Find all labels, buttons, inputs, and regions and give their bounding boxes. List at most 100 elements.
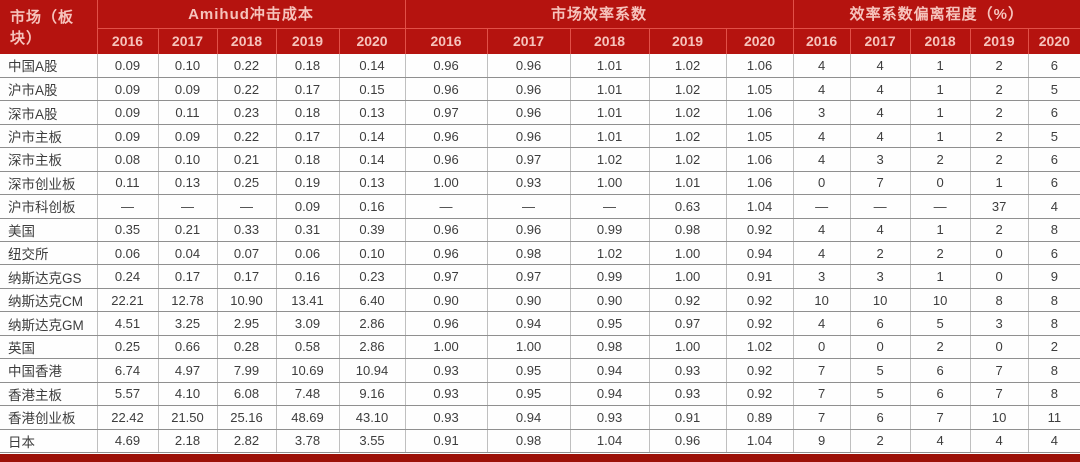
- efficiency-value-cell: 0.63: [648, 194, 727, 219]
- deviation-value-cell: 4: [1027, 194, 1080, 219]
- amihud-value-cell: 0.33: [216, 218, 276, 243]
- efficiency-value-cell: 0.93: [648, 358, 727, 383]
- efficiency-value-cell: 0.96: [404, 241, 488, 266]
- efficiency-value-cell: —: [404, 194, 488, 219]
- table-row: 香港创业板 22.42 21.50 25.16 48.69 43.10 0.93 0.94 0.…: [0, 405, 1080, 430]
- amihud-value-cell: 4.51: [96, 311, 158, 336]
- table-row: 沪市科创板 — — —0.09 0.16— — —0.63 1.04— — —37 4: [0, 194, 1080, 219]
- deviation-value-cell: 1: [909, 77, 971, 102]
- efficiency-value-cell: 1.02: [648, 147, 727, 172]
- deviation-value-cell: 2: [969, 100, 1029, 125]
- year-header-amihud-2017: 2017: [157, 27, 217, 54]
- amihud-value-cell: —: [216, 194, 276, 219]
- efficiency-value-cell: 0.90: [569, 288, 650, 313]
- efficiency-value-cell: 0.90: [404, 288, 488, 313]
- efficiency-value-cell: 0.91: [404, 429, 488, 453]
- efficiency-value-cell: 0.96: [648, 429, 727, 453]
- efficiency-value-cell: 0.96: [486, 54, 571, 78]
- efficiency-value-cell: —: [486, 194, 571, 219]
- efficiency-value-cell: 0.96: [486, 124, 571, 149]
- amihud-value-cell: 0.09: [96, 100, 158, 125]
- efficiency-value-cell: 0.92: [725, 358, 794, 383]
- efficiency-value-cell: 1.02: [725, 335, 794, 360]
- year-header-efficiency-2016: 2016: [404, 27, 488, 54]
- deviation-value-cell: 3: [792, 264, 851, 289]
- table-header: 市场（板块） Amihud冲击成本 市场效率系数 效率系数偏离程度（%） 201…: [0, 0, 1080, 54]
- amihud-value-cell: 0.17: [275, 77, 339, 102]
- efficiency-value-cell: 0.95: [569, 311, 650, 336]
- efficiency-value-cell: 0.98: [569, 335, 650, 360]
- market-name-cell: 沪市A股: [0, 77, 97, 102]
- deviation-value-cell: 7: [909, 405, 971, 430]
- deviation-value-cell: 2: [969, 124, 1029, 149]
- amihud-value-cell: 6.40: [338, 288, 406, 313]
- amihud-value-cell: 0.10: [338, 241, 406, 266]
- deviation-value-cell: 8: [1027, 288, 1080, 313]
- amihud-value-cell: 0.17: [157, 264, 217, 289]
- amihud-value-cell: 0.25: [96, 335, 158, 360]
- efficiency-value-cell: 0.96: [404, 147, 488, 172]
- deviation-value-cell: 1: [909, 264, 971, 289]
- deviation-value-cell: 5: [849, 382, 911, 407]
- efficiency-value-cell: 0.96: [404, 124, 488, 149]
- efficiency-value-cell: 1.02: [648, 54, 727, 78]
- table-row: 日本 4.69 2.18 2.82 3.78 3.55 0.91 0.98 1.04 0.96 1.…: [0, 429, 1080, 453]
- amihud-value-cell: 0.13: [338, 100, 406, 125]
- efficiency-value-cell: 1.04: [725, 194, 794, 219]
- year-header-deviation-2016: 2016: [792, 27, 851, 54]
- efficiency-value-cell: 0.96: [404, 77, 488, 102]
- group-header-efficiency-deviation: 效率系数偏离程度（%）: [792, 0, 1080, 28]
- amihud-value-cell: 0.07: [216, 241, 276, 266]
- deviation-value-cell: 5: [1027, 77, 1080, 102]
- efficiency-value-cell: 1.01: [648, 171, 727, 196]
- efficiency-value-cell: —: [569, 194, 650, 219]
- efficiency-value-cell: 0.99: [569, 264, 650, 289]
- amihud-value-cell: 0.14: [338, 124, 406, 149]
- amihud-value-cell: 0.06: [275, 241, 339, 266]
- efficiency-value-cell: 0.98: [648, 218, 727, 243]
- efficiency-value-cell: 1.06: [725, 100, 794, 125]
- efficiency-value-cell: 0.97: [648, 311, 727, 336]
- deviation-value-cell: 7: [792, 358, 851, 383]
- deviation-value-cell: 1: [909, 54, 971, 78]
- table-row: 纽交所 0.06 0.04 0.07 0.06 0.10 0.96 0.98 1.02 1.00 0…: [0, 241, 1080, 266]
- efficiency-value-cell: 1.00: [404, 171, 488, 196]
- efficiency-value-cell: 0.89: [725, 405, 794, 430]
- deviation-value-cell: 2: [909, 147, 971, 172]
- year-header-efficiency-2018: 2018: [569, 27, 650, 54]
- table-row: 深市A股 0.09 0.11 0.23 0.18 0.13 0.97 0.96 1.01 1.02…: [0, 100, 1080, 125]
- deviation-value-cell: 5: [1027, 124, 1080, 149]
- efficiency-value-cell: 0.96: [486, 100, 571, 125]
- amihud-value-cell: 6.08: [216, 382, 276, 407]
- group-header-amihud-cost: Amihud冲击成本: [96, 0, 406, 28]
- deviation-value-cell: 4: [792, 124, 851, 149]
- amihud-value-cell: 7.48: [275, 382, 339, 407]
- efficiency-value-cell: 0.97: [404, 100, 488, 125]
- table-row: 中国香港 6.74 4.97 7.99 10.69 10.94 0.93 0.95 0.94 0.…: [0, 358, 1080, 383]
- deviation-value-cell: 4: [849, 100, 911, 125]
- deviation-value-cell: 0: [849, 335, 911, 360]
- amihud-value-cell: 0.17: [216, 264, 276, 289]
- amihud-value-cell: 0.22: [216, 124, 276, 149]
- efficiency-value-cell: 0.91: [648, 405, 727, 430]
- amihud-value-cell: 0.24: [96, 264, 158, 289]
- efficiency-value-cell: 0.94: [569, 358, 650, 383]
- table-row: 深市主板 0.08 0.10 0.21 0.18 0.14 0.96 0.97 1.02 1.02…: [0, 147, 1080, 172]
- deviation-value-cell: —: [849, 194, 911, 219]
- deviation-value-cell: —: [792, 194, 851, 219]
- amihud-value-cell: 0.66: [157, 335, 217, 360]
- amihud-value-cell: 0.21: [157, 218, 217, 243]
- amihud-value-cell: 2.18: [157, 429, 217, 453]
- deviation-value-cell: 4: [792, 311, 851, 336]
- efficiency-value-cell: 1.00: [648, 264, 727, 289]
- market-name-cell: 沪市科创板: [0, 194, 97, 219]
- deviation-value-cell: 7: [969, 358, 1029, 383]
- group-header-market-efficiency: 市场效率系数: [404, 0, 794, 28]
- table-row: 纳斯达克GS 0.24 0.17 0.17 0.16 0.23 0.97 0.97 0.99 1.…: [0, 264, 1080, 289]
- amihud-value-cell: 22.21: [96, 288, 158, 313]
- amihud-value-cell: 4.69: [96, 429, 158, 453]
- deviation-value-cell: 1: [969, 171, 1029, 196]
- efficiency-value-cell: 0.96: [486, 218, 571, 243]
- efficiency-value-cell: 0.95: [486, 358, 571, 383]
- table-row: 沪市主板 0.09 0.09 0.22 0.17 0.14 0.96 0.96 1.01 1.02…: [0, 124, 1080, 149]
